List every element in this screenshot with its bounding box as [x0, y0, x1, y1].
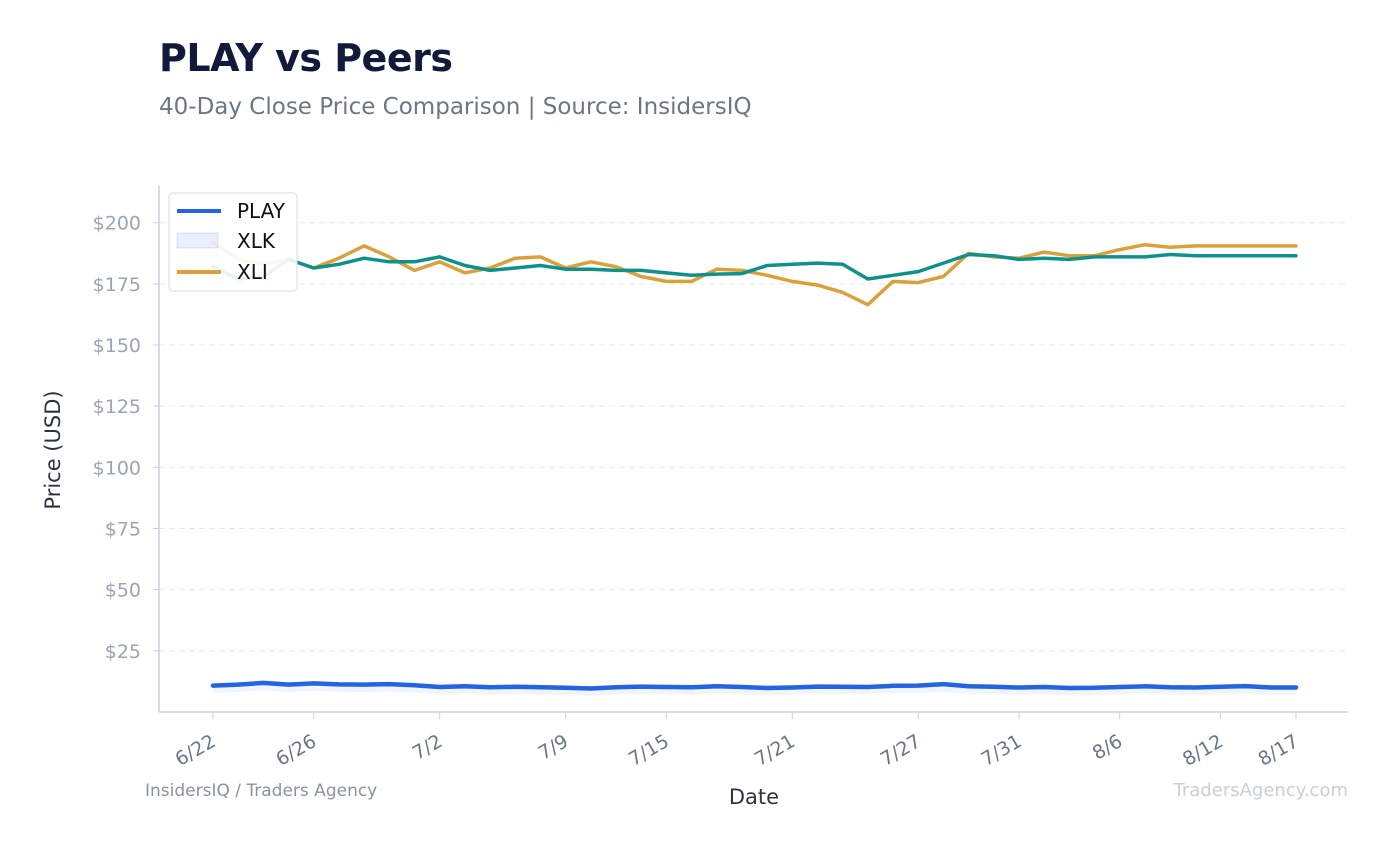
x-tick-label: 7/21	[751, 730, 799, 770]
y-tick-label: $25	[105, 641, 141, 663]
series-line-play	[210, 680, 1299, 691]
legend-swatch-xlk	[176, 232, 219, 249]
series-lines	[210, 240, 1299, 691]
y-tick-label: $125	[93, 396, 141, 418]
x-tick-labels: 6/22 6/26 7/2 7/9 7/15 7/21 7/27 7/31 8/6 8/12 8/1…	[172, 730, 1303, 770]
chart-subtitle: 40-Day Close Price Comparison | Source: …	[159, 94, 752, 120]
x-tick-label: 8/17	[1255, 730, 1303, 770]
y-tick-label: $150	[93, 335, 141, 357]
y-tick-label: $50	[105, 580, 141, 602]
x-tick-label: 6/22	[172, 730, 220, 770]
x-tick-label: 7/31	[977, 730, 1025, 770]
axes	[158, 186, 1348, 719]
x-tick-label: 8/12	[1179, 730, 1227, 770]
footer-watermark: TradersAgency.com	[1173, 780, 1348, 801]
y-tick-label: $75	[105, 519, 141, 541]
legend-box	[168, 192, 298, 292]
x-tick-label: 6/26	[272, 730, 320, 770]
series-line-xlk	[211, 252, 1298, 281]
x-axis-title: Date	[729, 785, 779, 809]
legend-label-play: PLAY	[237, 199, 286, 223]
y-tick-label: $175	[93, 274, 141, 296]
y-axis-title: Price (USD)	[41, 390, 65, 509]
x-tick-label: 7/15	[625, 730, 673, 770]
x-tick-label: 7/27	[877, 730, 925, 770]
grid-lines	[153, 222, 1348, 652]
x-tick-label: 7/2	[409, 730, 446, 764]
legend-label-xlk: XLK	[237, 229, 276, 253]
y-tick-label: $200	[93, 213, 141, 235]
x-tick-label: 8/6	[1089, 730, 1126, 764]
chart-title: PLAY vs Peers	[159, 36, 453, 80]
legend-label-xli: XLI	[237, 260, 268, 284]
legend: PLAY XLK XLI	[168, 192, 298, 292]
series-line-xli	[211, 240, 1298, 307]
x-tick-label: 7/9	[535, 730, 572, 764]
footer-credit: InsidersIQ / Traders Agency	[145, 781, 377, 801]
y-tick-label: $100	[93, 457, 141, 479]
y-tick-labels: $25 $50 $75 $100 $125 $150 $175 $200	[93, 213, 141, 663]
